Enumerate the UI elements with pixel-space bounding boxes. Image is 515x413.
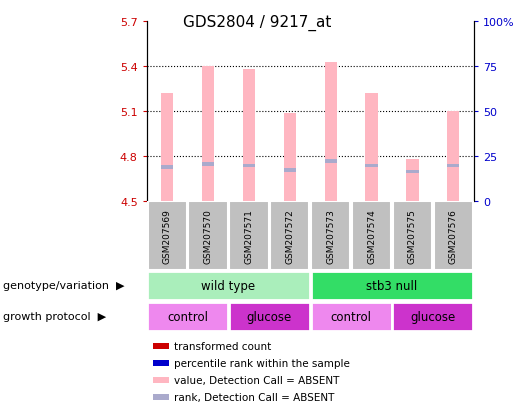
Text: GDS2804 / 9217_at: GDS2804 / 9217_at	[183, 14, 332, 31]
Bar	[161, 166, 174, 169]
Bar	[447, 112, 459, 202]
Bar	[311, 271, 473, 300]
Bar	[147, 271, 310, 300]
Bar	[243, 70, 255, 202]
Bar	[406, 160, 419, 202]
Text: control: control	[167, 310, 208, 323]
Bar	[202, 67, 214, 202]
Text: glucose: glucose	[247, 310, 292, 323]
Bar	[366, 164, 377, 168]
Text: growth protocol  ▶: growth protocol ▶	[3, 311, 106, 322]
Bar	[311, 302, 391, 331]
Text: GSM207574: GSM207574	[367, 209, 376, 263]
Bar	[324, 160, 337, 163]
Bar	[153, 377, 169, 383]
Bar	[148, 202, 187, 270]
Bar	[243, 164, 255, 168]
Text: GSM207575: GSM207575	[408, 209, 417, 263]
Bar	[229, 302, 310, 331]
Text: GSM207571: GSM207571	[245, 209, 253, 263]
Text: GSM207576: GSM207576	[449, 209, 458, 263]
Bar	[270, 202, 310, 270]
Bar	[392, 302, 473, 331]
Bar	[284, 169, 296, 172]
Text: transformed count: transformed count	[174, 341, 271, 351]
Bar	[229, 202, 269, 270]
Bar	[188, 202, 228, 270]
Text: GSM207570: GSM207570	[203, 209, 213, 263]
Bar	[161, 94, 174, 202]
Bar	[447, 164, 459, 168]
Text: GSM207573: GSM207573	[326, 209, 335, 263]
Text: glucose: glucose	[410, 310, 456, 323]
Text: GSM207572: GSM207572	[285, 209, 295, 263]
Bar	[311, 202, 350, 270]
Text: control: control	[331, 310, 372, 323]
Bar	[406, 171, 419, 173]
Bar	[284, 114, 296, 202]
Text: stb3 null: stb3 null	[366, 279, 418, 292]
Text: value, Detection Call = ABSENT: value, Detection Call = ABSENT	[174, 375, 339, 385]
Bar	[393, 202, 432, 270]
Bar	[153, 394, 169, 400]
Bar	[153, 360, 169, 366]
Text: genotype/variation  ▶: genotype/variation ▶	[3, 280, 124, 291]
Bar	[434, 202, 473, 270]
Bar	[366, 94, 377, 202]
Bar	[153, 343, 169, 349]
Bar	[202, 163, 214, 166]
Bar	[147, 302, 228, 331]
Text: GSM207569: GSM207569	[163, 209, 171, 263]
Bar	[324, 63, 337, 202]
Bar	[352, 202, 391, 270]
Text: wild type: wild type	[201, 279, 255, 292]
Text: percentile rank within the sample: percentile rank within the sample	[174, 358, 350, 368]
Text: rank, Detection Call = ABSENT: rank, Detection Call = ABSENT	[174, 392, 335, 401]
